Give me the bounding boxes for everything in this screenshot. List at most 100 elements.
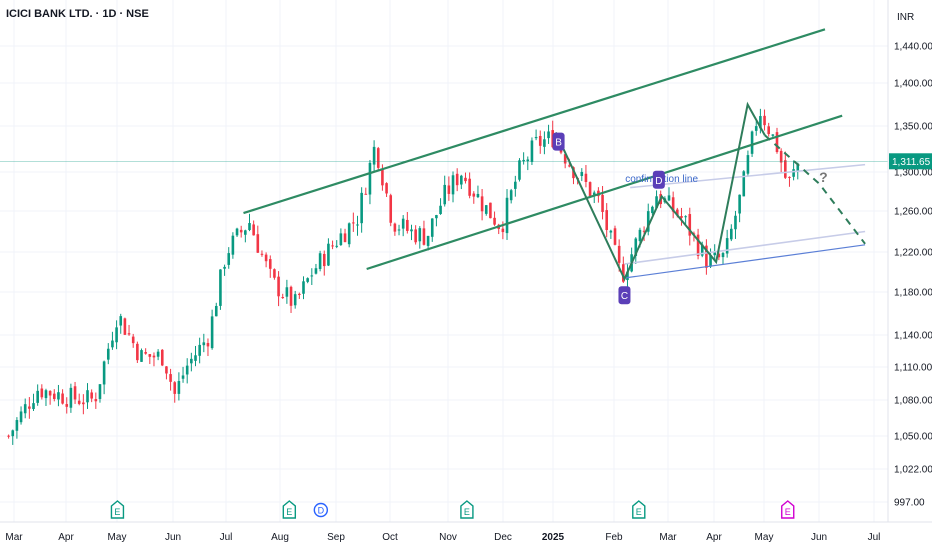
earnings-marker-shape: [781, 500, 795, 519]
wave-pattern-line[interactable]: [554, 101, 766, 282]
dividend-marker[interactable]: D: [313, 502, 329, 518]
price-tick-label: 1,140.00: [894, 331, 932, 342]
candle-body: [86, 390, 89, 403]
candle-body: [613, 228, 617, 245]
candle-body: [277, 276, 280, 297]
candle-body: [256, 234, 260, 253]
candle-body: [364, 193, 368, 195]
time-axis[interactable]: Mar Apr May Jun Jul Aug Sep Oct Nov Dec 2025 Feb Mar…: [5, 532, 880, 543]
candle-body: [763, 115, 766, 126]
candle-body: [447, 185, 451, 194]
candle-body: [709, 255, 712, 267]
candle-body: [61, 393, 64, 404]
event-marker-label: E: [636, 507, 642, 517]
time-tick-label: Oct: [382, 532, 398, 543]
candle-body: [123, 318, 127, 335]
candle-body: [439, 205, 442, 215]
price-tick-label: 1,400.00: [894, 79, 932, 90]
faint-trend-line[interactable]: [624, 230, 866, 265]
candle-body: [455, 173, 459, 186]
candle-body: [190, 358, 193, 364]
time-tick-label: 2025: [542, 532, 565, 543]
earnings-marker[interactable]: E: [460, 500, 474, 519]
candle-body: [260, 253, 264, 255]
candle-body: [140, 350, 143, 362]
candle-body: [742, 171, 746, 197]
candle-body: [331, 245, 334, 247]
candle-body: [788, 176, 791, 178]
candle-body: [169, 374, 172, 382]
candle-body: [314, 268, 318, 274]
channel-line-upper[interactable]: [243, 28, 826, 215]
time-tick-label: Jul: [868, 532, 881, 543]
candle-body: [638, 229, 642, 242]
candle-body: [534, 136, 538, 139]
earnings-marker-shape: [282, 500, 297, 519]
candle-body: [484, 205, 488, 214]
event-marker-label: E: [785, 507, 791, 517]
event-marker-label: D: [318, 506, 325, 516]
candle-body: [646, 211, 650, 232]
earnings-marker[interactable]: E: [282, 500, 297, 519]
wave-point-b[interactable]: B: [552, 132, 565, 151]
candle-body: [52, 393, 56, 399]
candle-body: [688, 214, 692, 236]
upcoming-earnings-marker[interactable]: E: [781, 500, 795, 519]
time-tick-label: Mar: [5, 532, 23, 543]
candle-body: [526, 159, 530, 162]
candle-body: [327, 243, 330, 266]
candle-body: [796, 163, 800, 171]
candle-body: [572, 167, 575, 179]
candle-body: [160, 349, 164, 366]
price-tick-label: 1,050.00: [894, 432, 932, 443]
candle-body: [156, 351, 160, 357]
earnings-marker[interactable]: E: [632, 500, 646, 519]
candle-body: [306, 278, 309, 282]
candle-body: [165, 366, 168, 374]
drawing-tools[interactable]: confirmation line ?BCD: [243, 28, 866, 305]
wave-point-c[interactable]: C: [618, 286, 631, 305]
candle-body: [227, 253, 231, 265]
earnings-marker[interactable]: E: [110, 500, 125, 519]
candle-body: [563, 154, 567, 164]
candle-body: [389, 195, 393, 223]
candle-body: [385, 183, 388, 194]
candle-body: [676, 209, 679, 216]
candle-body: [734, 215, 737, 230]
wave-point-badge: [618, 286, 631, 305]
channel-line-lower[interactable]: [366, 114, 843, 271]
candle-body: [335, 245, 339, 247]
candle-body: [77, 400, 81, 404]
earnings-marker-shape: [110, 500, 125, 519]
last-price-badge: 1,311.65: [889, 153, 932, 170]
candle-body: [40, 388, 44, 398]
price-tick-label: 1,220.00: [894, 248, 932, 259]
price-tick-label: 997.00: [894, 498, 925, 509]
candle-body: [501, 228, 505, 233]
candle-body: [684, 216, 687, 218]
candle-body: [111, 340, 114, 348]
candle-body: [717, 253, 721, 258]
candle-body: [11, 430, 15, 437]
wave-point-d[interactable]: D: [652, 170, 665, 189]
candle-body: [23, 404, 27, 414]
projection-dashed-line[interactable]: [764, 134, 866, 245]
candle-body: [671, 197, 675, 212]
candle-body: [376, 148, 380, 168]
price-axis[interactable]: INR 1,440.00 1,400.00 1,350.00 1,300.00 1,260…: [889, 12, 932, 509]
candle-body: [476, 193, 480, 198]
candle-body: [219, 269, 222, 306]
earnings-marker-shape: [632, 500, 646, 519]
faint-trend-line[interactable]: [630, 163, 866, 189]
candle-body: [792, 169, 795, 177]
candle-body: [738, 194, 741, 214]
candle-body: [94, 399, 98, 402]
candle-body: [223, 266, 226, 269]
candle-body: [705, 245, 708, 268]
neckline[interactable]: [624, 244, 866, 279]
candle-body: [285, 287, 289, 297]
candle-body: [73, 386, 77, 400]
